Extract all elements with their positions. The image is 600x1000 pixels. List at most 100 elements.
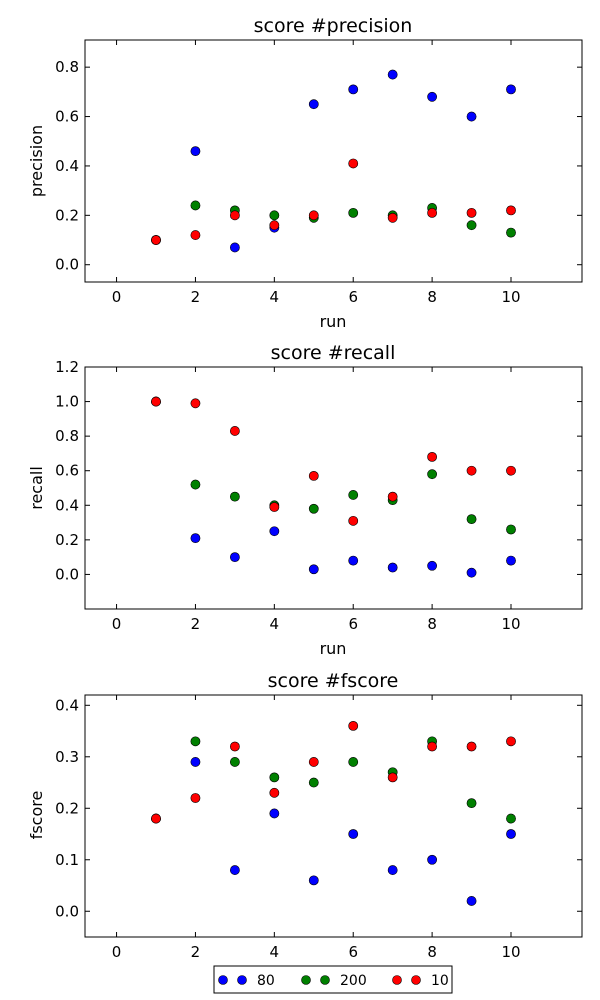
data-point [269, 220, 280, 231]
x-tick-label: 0 [112, 943, 122, 961]
x-tick-label: 8 [427, 943, 437, 961]
y-tick-label: 0.0 [55, 902, 79, 920]
x-tick-label: 10 [501, 615, 520, 633]
x-tick-label: 10 [501, 288, 520, 306]
data-point [229, 210, 240, 221]
data-point [506, 736, 516, 747]
x-tick-label: 8 [427, 615, 437, 633]
data-point [427, 854, 438, 865]
data-point [269, 526, 280, 537]
data-point [506, 227, 516, 238]
legend-marker [392, 975, 402, 985]
data-point [348, 490, 359, 500]
chart-title-precision: score #precision [254, 15, 413, 37]
legend-marker [411, 975, 421, 985]
data-point [229, 491, 240, 502]
legend-entry-200: 200 [301, 973, 367, 989]
data-point [269, 502, 280, 512]
data-point [229, 741, 240, 752]
panel-precision: score #precision run precision 0 2 4 6 8 10 0.… [27, 15, 583, 331]
legend: 80 200 10 [213, 965, 453, 994]
data-point [348, 829, 359, 839]
data-point [151, 235, 161, 245]
data-point [229, 426, 240, 436]
y-tick-label: 1.2 [55, 358, 79, 376]
data-point [308, 564, 319, 575]
data-point [427, 91, 438, 102]
data-point [466, 465, 477, 476]
data-point [466, 567, 477, 578]
legend-marker [301, 975, 311, 985]
y-tick-label: 0.6 [55, 462, 79, 480]
data-point [466, 220, 477, 231]
y-tick-label: 0.8 [55, 427, 79, 445]
y-tick-label: 0.4 [55, 157, 79, 175]
y-axis-label-fscore: fscore [27, 791, 46, 840]
data-point [427, 207, 438, 218]
x-tick-label: 4 [270, 288, 280, 306]
x-axis-label-precision: run [320, 312, 347, 331]
x-tick-label: 6 [348, 288, 358, 306]
legend-label: 10 [431, 973, 449, 989]
y-tick-label: 0.1 [55, 851, 79, 869]
plot-frame [84, 366, 583, 610]
data-point [348, 84, 359, 95]
data-point [190, 479, 201, 490]
y-tick-label: 1.0 [55, 393, 79, 411]
data-point [229, 552, 240, 563]
data-point [427, 560, 438, 571]
data-point [387, 772, 398, 783]
panel-fscore: score #fscore fscore 0 2 4 6 8 10 0.0 0.1 0.2 0.3… [27, 670, 583, 961]
data-point [308, 503, 319, 514]
data-point [348, 207, 359, 218]
data-point [348, 158, 359, 169]
y-tick-label: 0.0 [55, 256, 79, 274]
data-point [387, 491, 398, 502]
plot-frame [84, 39, 583, 283]
data-point [506, 829, 516, 839]
data-point [427, 741, 438, 752]
data-point [190, 398, 201, 409]
data-point [190, 533, 201, 544]
data-point [190, 793, 201, 803]
data-point [466, 798, 477, 809]
x-tick-label: 2 [191, 943, 201, 961]
x-tick-label: 4 [270, 615, 280, 633]
x-tick-label: 0 [112, 615, 122, 633]
data-point [506, 555, 516, 566]
x-tick-label: 4 [270, 943, 280, 961]
data-point [466, 896, 477, 906]
plot-area-fscore: 0 2 4 6 8 10 0.0 0.1 0.2 0.3 0.4 [55, 694, 583, 961]
data-point [229, 242, 240, 253]
data-point [466, 207, 477, 218]
x-tick-label: 10 [501, 943, 520, 961]
data-point [308, 757, 319, 767]
x-tick-label: 2 [191, 615, 201, 633]
y-tick-label: 0.2 [55, 206, 79, 224]
data-point [308, 470, 319, 481]
chart-title-fscore: score #fscore [268, 670, 399, 692]
data-point [229, 757, 240, 767]
data-point [427, 451, 438, 462]
data-point [190, 200, 201, 211]
data-point [348, 757, 359, 767]
legend-label: 200 [340, 973, 367, 989]
data-point [506, 465, 516, 476]
y-tick-label: 0.4 [55, 696, 79, 714]
x-axis-label-recall: run [320, 639, 347, 658]
data-point [387, 212, 398, 223]
data-point [308, 777, 319, 788]
data-point [506, 205, 516, 216]
panel-recall: score #recall run recall 0 2 4 6 8 10 0.0 0.2 0.… [27, 342, 583, 658]
legend-marker [218, 975, 228, 985]
chart-title-recall: score #recall [271, 342, 396, 364]
x-tick-label: 0 [112, 288, 122, 306]
y-tick-label: 0.4 [55, 496, 79, 514]
data-point [308, 99, 319, 110]
plot-frame [84, 694, 583, 938]
data-point [348, 515, 359, 526]
plot-area-recall: 0 2 4 6 8 10 0.0 0.2 0.4 0.6 0.8 1.0 1.2 [55, 358, 583, 633]
data-point [269, 210, 280, 221]
legend-entry-80: 80 [218, 973, 275, 989]
